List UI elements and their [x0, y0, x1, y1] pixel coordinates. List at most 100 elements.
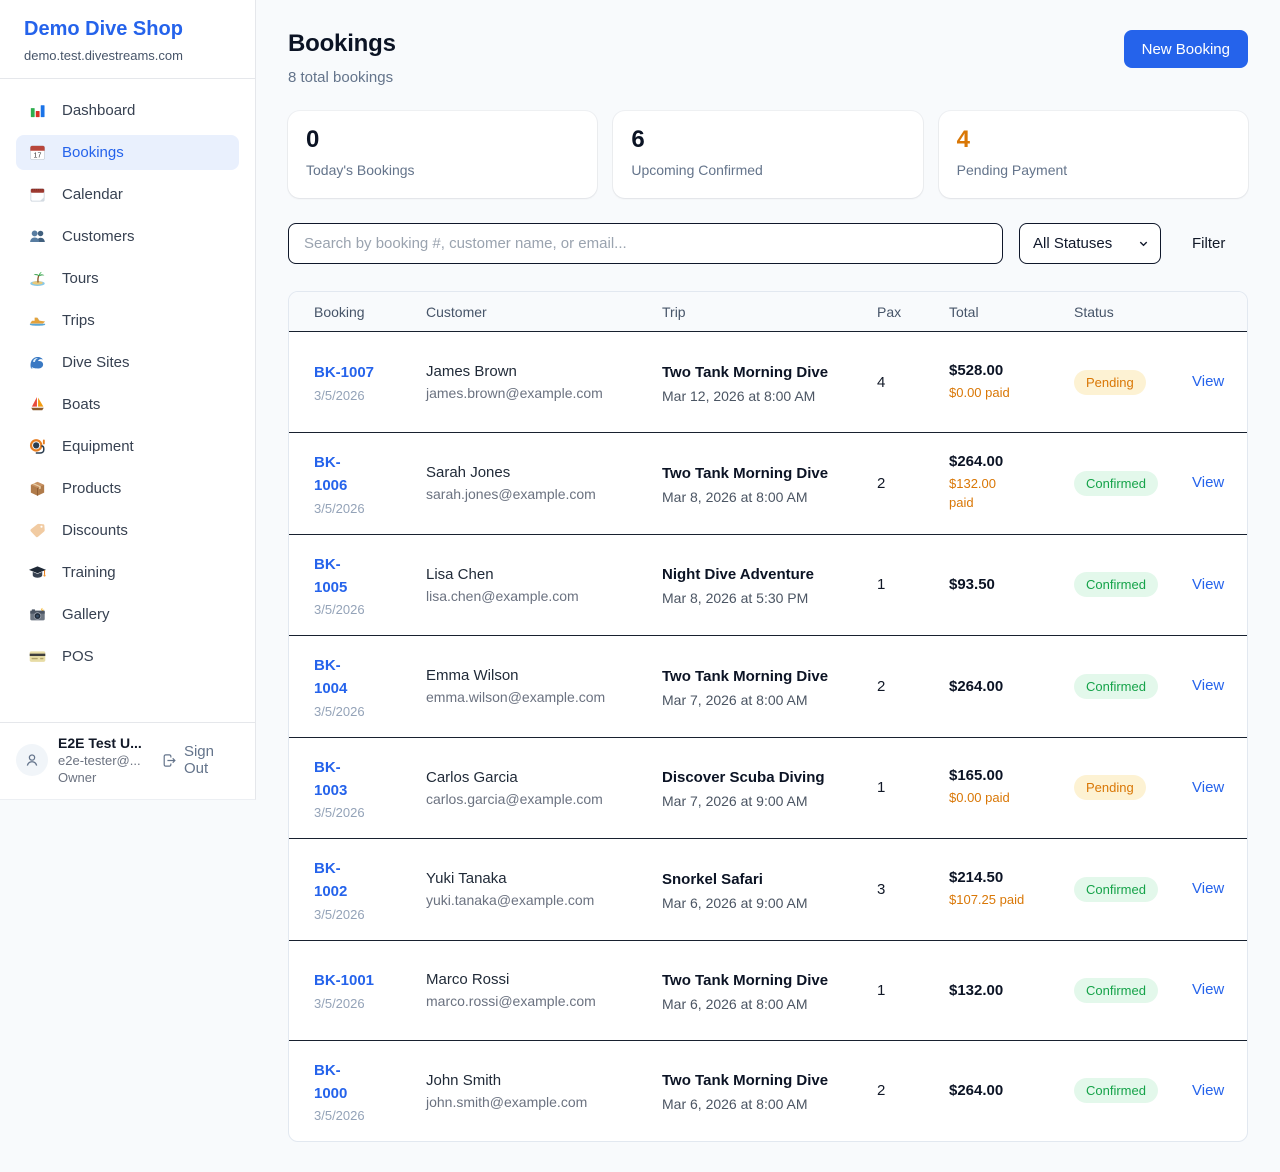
pax-value: 3 [877, 880, 886, 898]
booking-date: 3/5/2026 [314, 500, 365, 516]
user-email: e2e-tester@... [58, 753, 141, 768]
sidebar-item-bookings[interactable]: 17 Bookings [16, 135, 239, 170]
pax-value: 2 [877, 677, 886, 695]
trip-name: Two Tank Morning Dive [662, 464, 829, 482]
booking-id-link[interactable]: BK-1001 [314, 972, 375, 990]
sidebar-item-gallery[interactable]: Gallery [16, 597, 239, 632]
page-title: Bookings [288, 30, 396, 57]
sidebar-item-dashboard[interactable]: Dashboard [16, 93, 239, 128]
table-row: BK-1001 3/5/2026 Marco Rossi marco.rossi… [289, 939, 1247, 1040]
booking-id-link[interactable]: BK-1000 [314, 1061, 348, 1102]
view-link[interactable]: View [1192, 778, 1225, 796]
booking-id-link[interactable]: BK-1003 [314, 758, 348, 799]
total-cell: $528.00 $0.00 paid [949, 362, 1074, 403]
status-cell: Confirmed [1074, 977, 1192, 1003]
table-row: BK-1006 3/5/2026 Sarah Jones sarah.jones… [289, 432, 1247, 534]
view-link[interactable]: View [1192, 373, 1225, 390]
island-icon [28, 269, 47, 288]
booking-cell: BK-1002 3/5/2026 [314, 857, 426, 922]
booking-cell: BK-1005 3/5/2026 [314, 553, 426, 618]
sidebar-item-tours[interactable]: Tours [16, 261, 239, 296]
trip-cell: Discover Scuba Diving Mar 7, 2026 at 9:0… [662, 766, 877, 809]
total-amount: $165.00 [949, 767, 1004, 785]
filter-button[interactable]: Filter [1192, 235, 1226, 252]
customer-name: John Smith [426, 1071, 502, 1089]
view-link[interactable]: View [1192, 677, 1225, 695]
customer-email: carlos.garcia@example.com [426, 790, 603, 807]
sidebar-item-equipment[interactable]: Equipment [16, 429, 239, 464]
booking-cell: BK-1001 3/5/2026 [314, 969, 426, 1010]
sidebar-item-trips[interactable]: Trips [16, 303, 239, 338]
booking-cell: BK-1004 3/5/2026 [314, 654, 426, 719]
new-booking-button[interactable]: New Booking [1123, 30, 1248, 68]
main-content: Bookings 8 total bookings New Booking 0 … [256, 0, 1280, 1172]
customer-cell: Sarah Jones sarah.jones@example.com [426, 464, 662, 502]
view-link[interactable]: View [1192, 1081, 1225, 1099]
sidebar-item-boats[interactable]: Boats [16, 387, 239, 422]
status-select[interactable]: All Statuses [1019, 223, 1161, 264]
graduation-cap-icon [28, 563, 47, 582]
brand-name: Demo Dive Shop [24, 18, 183, 40]
sidebar-item-training[interactable]: Training [16, 555, 239, 590]
sidebar-item-products[interactable]: Products [16, 471, 239, 506]
search-input[interactable] [288, 223, 1003, 264]
table-row: BK-1004 3/5/2026 Emma Wilson emma.wilson… [289, 635, 1247, 737]
pax-value: 1 [877, 576, 886, 594]
table-row: BK-1005 3/5/2026 Lisa Chen lisa.chen@exa… [289, 533, 1247, 636]
trip-datetime: Mar 6, 2026 at 8:00 AM [662, 1096, 808, 1113]
status-badge: Confirmed [1074, 470, 1158, 496]
total-amount: $264.00 [949, 677, 1004, 695]
speedboat-icon [28, 311, 47, 330]
view-link[interactable]: View [1192, 575, 1225, 593]
col-pax: Pax [877, 303, 902, 320]
trip-datetime: Mar 6, 2026 at 9:00 AM [662, 894, 808, 911]
view-link[interactable]: View [1192, 880, 1225, 898]
customer-cell: Marco Rossi marco.rossi@example.com [426, 971, 662, 1009]
customer-name: Emma Wilson [426, 667, 519, 685]
status-cell: Confirmed [1074, 876, 1192, 902]
table-row: BK-1002 3/5/2026 Yuki Tanaka yuki.tanaka… [289, 838, 1247, 940]
person-icon [26, 754, 38, 766]
wave-icon [28, 353, 47, 372]
action-cell: View [1192, 981, 1224, 999]
sidebar-item-calendar[interactable]: Calendar [16, 177, 239, 212]
customer-email: yuki.tanaka@example.com [426, 892, 595, 909]
stats-row: 0 Today's Bookings 6 Upcoming Confirmed … [288, 111, 1248, 198]
customer-cell: Yuki Tanaka yuki.tanaka@example.com [426, 870, 662, 908]
sidebar-item-dive-sites[interactable]: Dive Sites [16, 345, 239, 380]
trip-cell: Two Tank Morning Dive Mar 7, 2026 at 8:0… [662, 665, 877, 708]
status-badge: Confirmed [1074, 572, 1158, 598]
total-cell: $264.00 $132.00 paid [949, 453, 1074, 513]
customer-cell: John Smith john.smith@example.com [426, 1072, 662, 1110]
booking-id-link[interactable]: BK-1005 [314, 555, 348, 596]
sidebar-item-pos[interactable]: POS [16, 639, 239, 674]
pax-value: 2 [877, 474, 886, 492]
total-amount: $528.00 [949, 361, 1004, 379]
trip-name: Two Tank Morning Dive [662, 667, 829, 685]
view-link[interactable]: View [1192, 981, 1225, 998]
sidebar-item-discounts[interactable]: Discounts [16, 513, 239, 548]
col-customer: Customer [426, 303, 487, 320]
booking-id-link[interactable]: BK-1002 [314, 860, 348, 901]
stat-value: 6 [631, 126, 645, 153]
sign-out-button[interactable]: Sign Out [161, 743, 239, 777]
svg-text:17: 17 [34, 151, 42, 159]
tag-icon [28, 521, 47, 540]
booking-id-link[interactable]: BK-1006 [314, 454, 348, 495]
booking-id-link[interactable]: BK-1004 [314, 657, 348, 698]
sign-out-label: Sign Out [183, 743, 214, 777]
filter-row: All Statuses Filter [288, 223, 1248, 264]
bar-chart-icon [28, 101, 47, 120]
booking-cell: BK-1003 3/5/2026 [314, 756, 426, 821]
status-cell: Confirmed [1074, 572, 1192, 598]
status-select-value: All Statuses [1033, 235, 1113, 252]
customer-cell: James Brown james.brown@example.com [426, 363, 662, 401]
view-link[interactable]: View [1192, 474, 1225, 492]
sidebar-item-customers[interactable]: Customers [16, 219, 239, 254]
booking-id-link[interactable]: BK-1007 [314, 364, 375, 382]
total-amount: $93.50 [949, 576, 995, 594]
table-header: Booking Customer Trip Pax Total Status [289, 292, 1247, 332]
customer-email: john.smith@example.com [426, 1093, 588, 1110]
table-body: BK-1007 3/5/2026 James Brown james.brown… [289, 332, 1247, 1141]
avatar [16, 744, 48, 776]
